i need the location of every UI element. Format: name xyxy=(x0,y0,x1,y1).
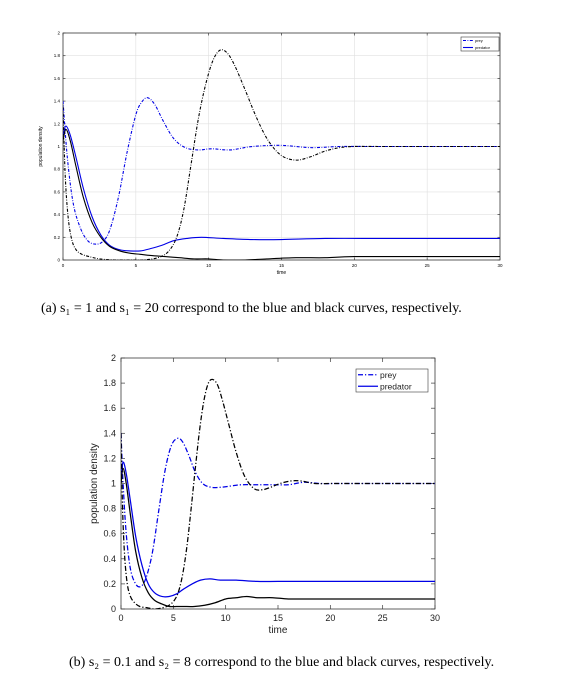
x-tick-label: 30 xyxy=(430,613,440,623)
x-tick-label: 10 xyxy=(221,613,231,623)
legend-label-prey: prey xyxy=(380,370,397,380)
legend-label-predator: predator xyxy=(380,381,412,391)
y-tick-label: 1 xyxy=(57,144,60,149)
legend-label-predator: predator xyxy=(475,45,491,50)
y-tick-label: 1.2 xyxy=(103,453,116,463)
y-tick-label: 0.4 xyxy=(103,554,116,564)
figure-b-caption: (b) s₂ = 0.1 and s₂ = 8 correspond to th… xyxy=(69,655,495,670)
y-tick-label: 1.6 xyxy=(54,76,61,81)
x-tick-label: 5 xyxy=(171,613,176,623)
y-tick-label: 2 xyxy=(57,31,60,36)
y-tick-label: 1 xyxy=(111,479,116,489)
black-predator-line xyxy=(121,467,435,608)
y-tick-label: 1.8 xyxy=(103,378,116,388)
series-group xyxy=(121,378,435,609)
y-tick-label: 0.2 xyxy=(103,579,116,589)
blue-prey-line xyxy=(121,433,435,588)
figure-a-chart: 0 5 10 15 20 25 30 0 0.2 0.4 0.6 0.8 1 1.2 1.4 1.6 1.8 2 t… xyxy=(38,31,503,277)
series-group xyxy=(63,49,500,260)
legend: prey predator xyxy=(460,36,500,52)
y-tick-label: 0.8 xyxy=(54,167,61,172)
y-tick-label: 1.2 xyxy=(54,121,61,126)
x-tick-label: 5 xyxy=(135,263,138,268)
y-tick-label: 0 xyxy=(111,604,116,614)
figure-b-chart: 0 5 10 15 20 25 30 0 0.2 0.4 0.6 0.8 1 1.2 1.4 1.6 1.8 2 t… xyxy=(89,353,440,636)
legend-label-prey: prey xyxy=(475,38,483,43)
x-tick-label: 10 xyxy=(206,263,212,268)
y-axis-label: population density xyxy=(38,126,44,167)
y-tick-label: 1.8 xyxy=(54,53,61,58)
x-tick-label: 15 xyxy=(273,613,283,623)
y-tick-label: 0.8 xyxy=(103,504,116,514)
y-tick-label: 1.6 xyxy=(103,403,116,413)
figure-a-caption: (a) s₁ = 1 and s₁ = 20 correspond to the… xyxy=(41,301,462,316)
blue-predator-line xyxy=(121,461,435,598)
y-tick-label: 1.4 xyxy=(54,99,61,104)
x-tick-label: 15 xyxy=(279,263,285,268)
y-tick-label: 0.6 xyxy=(54,189,61,194)
x-tick-label: 0 xyxy=(62,263,65,268)
black-predator-line xyxy=(63,128,500,260)
x-tick-label: 20 xyxy=(325,613,335,623)
blue-predator-line xyxy=(63,125,500,252)
x-tick-label: 30 xyxy=(497,263,503,268)
y-tick-label: 0.2 xyxy=(54,235,61,240)
y-axis-label: population density xyxy=(89,443,100,524)
y-tick-label: 0 xyxy=(57,258,60,263)
x-axis-label: time xyxy=(269,625,288,636)
y-tick-label: 2 xyxy=(111,353,116,363)
black-prey-line xyxy=(121,378,435,609)
x-axis-label: time xyxy=(277,270,287,276)
y-tick-label: 1.4 xyxy=(103,428,116,438)
x-tick-label: 25 xyxy=(378,613,388,623)
y-tick-label: 0.4 xyxy=(54,212,61,217)
x-tick-label: 20 xyxy=(352,263,358,268)
x-tick-label: 0 xyxy=(118,613,123,623)
y-tick-label: 0.6 xyxy=(103,529,116,539)
x-tick-label: 25 xyxy=(425,263,431,268)
blue-prey-line xyxy=(63,97,500,245)
